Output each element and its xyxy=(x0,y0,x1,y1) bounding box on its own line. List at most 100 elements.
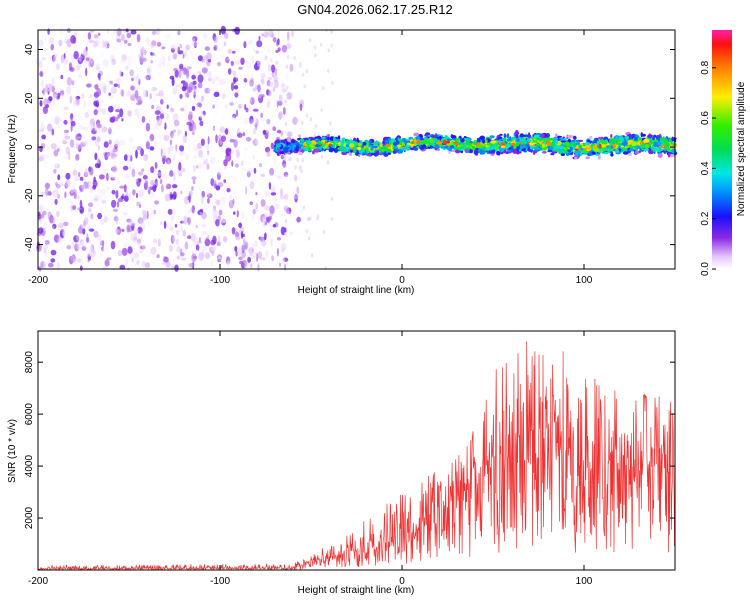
spectrogram-noise-cell xyxy=(205,237,208,244)
spectrogram-signal-cell xyxy=(467,137,472,141)
x-tick-label: 0 xyxy=(399,576,405,587)
spectrogram-noise-cell xyxy=(157,71,161,77)
spectrogram-noise-cell xyxy=(85,237,90,243)
spectrogram-noise-cell xyxy=(156,171,162,176)
spectrogram-signal-cell xyxy=(314,148,320,153)
spectrogram-noise-cell xyxy=(135,75,140,84)
spectrogram-noise-cell xyxy=(296,157,299,162)
spectrogram-noise-cell xyxy=(54,198,58,205)
spectrogram-noise-cell xyxy=(154,200,160,205)
spectrogram-noise-cell xyxy=(266,101,270,108)
spectrogram-noise-cell xyxy=(191,176,197,181)
spectrogram-noise-cell xyxy=(135,178,139,182)
spectrogram-noise-cell xyxy=(47,28,50,35)
spectrogram-signal-cell xyxy=(560,153,566,157)
spectrogram-noise-cell xyxy=(313,45,317,50)
spectrogram-noise-cell xyxy=(210,247,216,252)
spectrogram-noise-cell xyxy=(82,62,88,68)
spectrogram-noise-cell xyxy=(141,30,147,35)
spectrogram-noise-cell xyxy=(244,104,247,111)
spectrogram-noise-cell xyxy=(176,246,181,253)
spectrogram-signal-cell xyxy=(546,141,551,146)
spectrogram-noise-cell xyxy=(314,53,317,58)
spectrogram-signal-cell xyxy=(355,142,358,145)
spectrogram-signal-cell xyxy=(552,141,556,147)
spectrogram-noise-cell xyxy=(137,226,143,234)
spectrogram-noise-cell xyxy=(74,188,77,193)
spectrogram-signal-cell xyxy=(434,144,440,149)
spectrogram-noise-cell xyxy=(224,32,229,40)
spectrogram-noise-cell xyxy=(147,68,151,74)
spectrogram-noise-cell xyxy=(73,235,80,243)
spectrogram-noise-cell xyxy=(75,153,80,161)
spectrogram-noise-cell xyxy=(108,139,112,145)
spectrogram-noise-cell xyxy=(97,189,104,195)
spectrogram-noise-cell xyxy=(210,156,216,165)
spectrogram-signal-cell xyxy=(515,142,520,147)
spectrogram-noise-cell xyxy=(141,168,145,172)
spectrogram-noise-cell xyxy=(115,77,122,84)
spectrogram-noise-cell xyxy=(203,96,207,105)
spectrogram-noise-cell xyxy=(111,58,116,66)
spectrogram-noise-cell xyxy=(110,87,116,93)
spectrogram-noise-cell xyxy=(271,33,274,38)
spectrogram-noise-cell xyxy=(154,233,159,238)
spectrogram-noise-cell xyxy=(228,199,234,209)
spectrogram-noise-cell xyxy=(208,126,215,132)
spectrogram-noise-cell xyxy=(258,163,262,168)
spectrogram-noise-cell xyxy=(132,199,135,203)
spectrogram-noise-cell xyxy=(97,72,101,79)
spectrogram-signal-cell xyxy=(644,143,650,149)
spectrogram-noise-cell xyxy=(77,258,82,264)
spectrogram-noise-cell xyxy=(54,117,59,125)
spectrogram-noise-cell xyxy=(279,194,286,200)
spectrogram-noise-cell xyxy=(40,261,44,268)
spectrogram-noise-cell xyxy=(137,73,141,82)
spectrogram-signal-cell xyxy=(357,146,361,151)
colorbar: 0.0 0.2 0.4 0.6 0.8 Normalized spectral ampl… xyxy=(700,30,747,276)
spectrogram-noise-cell xyxy=(280,241,287,248)
spectrogram-noise-cell xyxy=(80,224,86,230)
spectrogram-noise-cell xyxy=(167,208,173,215)
spectrogram-signal-cell xyxy=(593,146,599,152)
spectrogram-noise-cell xyxy=(139,231,144,240)
spectrogram-noise-cell xyxy=(75,104,79,109)
spectrogram-noise-cell xyxy=(101,199,107,204)
spectrogram-noise-cell xyxy=(121,247,128,256)
spectrogram-signal-cell xyxy=(473,150,479,155)
spectrogram-noise-cell xyxy=(38,39,44,47)
spectrogram-signal-cell xyxy=(560,140,567,143)
spectrogram-noise-cell xyxy=(295,68,300,75)
spectrogram-noise-cell xyxy=(279,262,281,267)
spectrogram-noise-cell xyxy=(233,139,238,148)
spectrogram-signal-cell xyxy=(422,140,428,145)
spectrogram-noise-cell xyxy=(256,61,262,67)
spectrogram-noise-cell xyxy=(204,252,211,260)
spectrogram-noise-cell xyxy=(129,216,133,222)
spectrogram-noise-cell xyxy=(241,260,248,268)
spectrogram-noise-cell xyxy=(123,195,129,202)
spectrogram-noise-cell xyxy=(42,68,45,75)
spectrogram-noise-cell xyxy=(116,125,122,130)
spectrogram-signal-cell xyxy=(614,142,617,146)
spectrogram-noise-cell xyxy=(64,179,71,188)
spectrogram-signal-cell xyxy=(486,143,492,146)
spectrogram-noise-cell xyxy=(223,179,226,183)
spectrogram-noise-cell xyxy=(134,107,141,117)
spectrogram-signal-cell xyxy=(621,147,626,150)
spectrogram-signal-cell xyxy=(327,136,330,141)
spectrogram-noise-cell xyxy=(63,221,69,227)
spectrogram-noise-cell xyxy=(53,149,59,157)
spectrogram-noise-cell xyxy=(165,183,172,190)
spectrogram-noise-cell xyxy=(38,84,44,93)
spectrogram-noise-cell xyxy=(266,151,271,157)
spectrogram-noise-cell xyxy=(169,52,172,56)
spectrogram-noise-cell xyxy=(175,238,179,246)
spectrogram-signal-cell xyxy=(570,141,573,144)
spectrogram-noise-cell xyxy=(206,163,210,170)
spectrogram-noise-cell xyxy=(231,160,234,167)
spectrogram-signal-cell xyxy=(630,141,637,147)
spectrogram-noise-cell xyxy=(309,216,312,221)
spectrogram-noise-cell xyxy=(83,217,89,226)
spectrogram-noise-cell xyxy=(39,154,46,162)
